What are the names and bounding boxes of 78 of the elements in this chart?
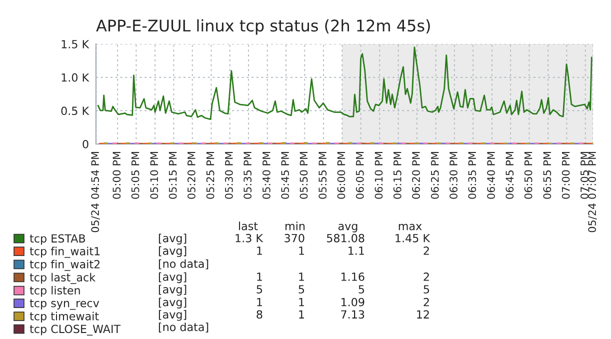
text: 5 xyxy=(424,285,430,294)
text: 1 xyxy=(299,310,304,318)
x-tick-label: 06:20 PM xyxy=(412,152,420,199)
y-tick-label: 0 xyxy=(82,140,88,148)
text: last xyxy=(239,222,258,230)
text: [avg] xyxy=(158,310,186,321)
x-tick-label: 06:55 PM xyxy=(543,152,552,199)
x-tick-label: 05:20 PM xyxy=(187,152,196,199)
legend-label: tcp last_ack xyxy=(30,272,96,284)
text: max xyxy=(398,224,422,230)
text: 5 xyxy=(256,285,262,294)
text: [avg] xyxy=(158,272,186,284)
x-tick-label: 06:05 PM xyxy=(356,152,364,199)
x-tick-label: 05:35 PM xyxy=(244,152,252,199)
text: 2 xyxy=(424,298,429,306)
x-tick-label: 06:35 PM xyxy=(468,152,476,199)
y-tick-label: 0.5 K xyxy=(61,106,90,116)
text: 8 xyxy=(256,310,262,319)
text: 581.08 xyxy=(326,234,364,242)
x-tick-label: 05:30 PM xyxy=(224,152,233,199)
x-tick-label: 07:05 PM xyxy=(580,152,588,199)
x-tick-label: 05/24 04:54 PM xyxy=(91,152,100,232)
text: 1 xyxy=(299,298,304,306)
text: [no data] xyxy=(158,259,208,270)
text: 1.3 K xyxy=(236,234,264,242)
text: 5 xyxy=(298,285,304,294)
legend-label: tcp listen xyxy=(30,286,80,297)
text: 5 xyxy=(358,285,364,294)
x-tick-label: 06:00 PM xyxy=(337,152,346,199)
x-tick-label: 06:50 PM xyxy=(524,152,532,199)
text: 370 xyxy=(284,234,304,242)
text: min xyxy=(286,222,305,230)
text: avg xyxy=(338,224,358,232)
x-tick-label: 06:40 PM xyxy=(487,152,495,199)
text: [avg] xyxy=(158,234,186,244)
x-tick-label: 05:15 PM xyxy=(168,152,177,199)
legend-label: tcp CLOSE_WAIT xyxy=(30,324,121,336)
x-tick-label: 05:45 PM xyxy=(281,152,290,199)
x-tick-label: 05:05 PM xyxy=(131,152,140,199)
text: 1 xyxy=(257,298,262,306)
text: 2 xyxy=(424,272,429,281)
y-tick-label: 1.0 K xyxy=(62,73,90,82)
x-tick-label: 05:00 PM xyxy=(112,152,121,199)
x-tick-label: 07:00 PM xyxy=(562,152,570,199)
text: [avg] xyxy=(158,284,186,296)
text: 1 xyxy=(257,246,262,255)
x-tick-label: 05/24 07:07 PM xyxy=(588,152,597,232)
text: 12 xyxy=(417,310,429,318)
legend-label: tcp fin_wait2 xyxy=(30,260,100,271)
x-tick-label: 05:40 PM xyxy=(262,152,270,199)
text: 7.13 xyxy=(341,310,364,319)
line-series xyxy=(97,46,592,120)
x-tick-label: 05:25 PM xyxy=(206,152,214,199)
text: 1 xyxy=(299,246,304,255)
text: 1 xyxy=(299,272,304,281)
legend-label: tcp fin_wait1 xyxy=(30,246,100,258)
text: 1.09 xyxy=(341,298,364,306)
y-tick-label: 1.5 K xyxy=(62,40,90,48)
x-tick-label: 06:25 PM xyxy=(430,152,439,199)
text: [no data] xyxy=(158,322,208,332)
x-tick-label: 05:55 PM xyxy=(318,152,327,199)
x-tick-label: 05:50 PM xyxy=(300,152,308,199)
text: [avg] xyxy=(158,298,186,308)
x-tick-label: 06:30 PM xyxy=(450,152,458,199)
x-tick-label: 06:45 PM xyxy=(506,152,514,199)
text: [avg] xyxy=(158,246,186,258)
text: 2 xyxy=(424,246,429,255)
x-tick-label: 05:10 PM xyxy=(150,152,158,199)
text: 1.45 K xyxy=(396,234,430,242)
x-tick-label: 06:15 PM xyxy=(393,152,402,199)
legend-label: tcp timewait xyxy=(30,312,99,323)
x-tick-label: 06:10 PM xyxy=(374,152,383,199)
text: 1 xyxy=(257,272,262,281)
legend-label: tcp ESTAB xyxy=(30,234,86,245)
legend-label: tcp syn_recv xyxy=(30,299,100,310)
text: 1.16 xyxy=(341,272,364,281)
text: 1.1 xyxy=(348,246,364,255)
chart-title: APP-E-ZUUL linux tcp status (2h 12m 45s) xyxy=(96,19,430,35)
